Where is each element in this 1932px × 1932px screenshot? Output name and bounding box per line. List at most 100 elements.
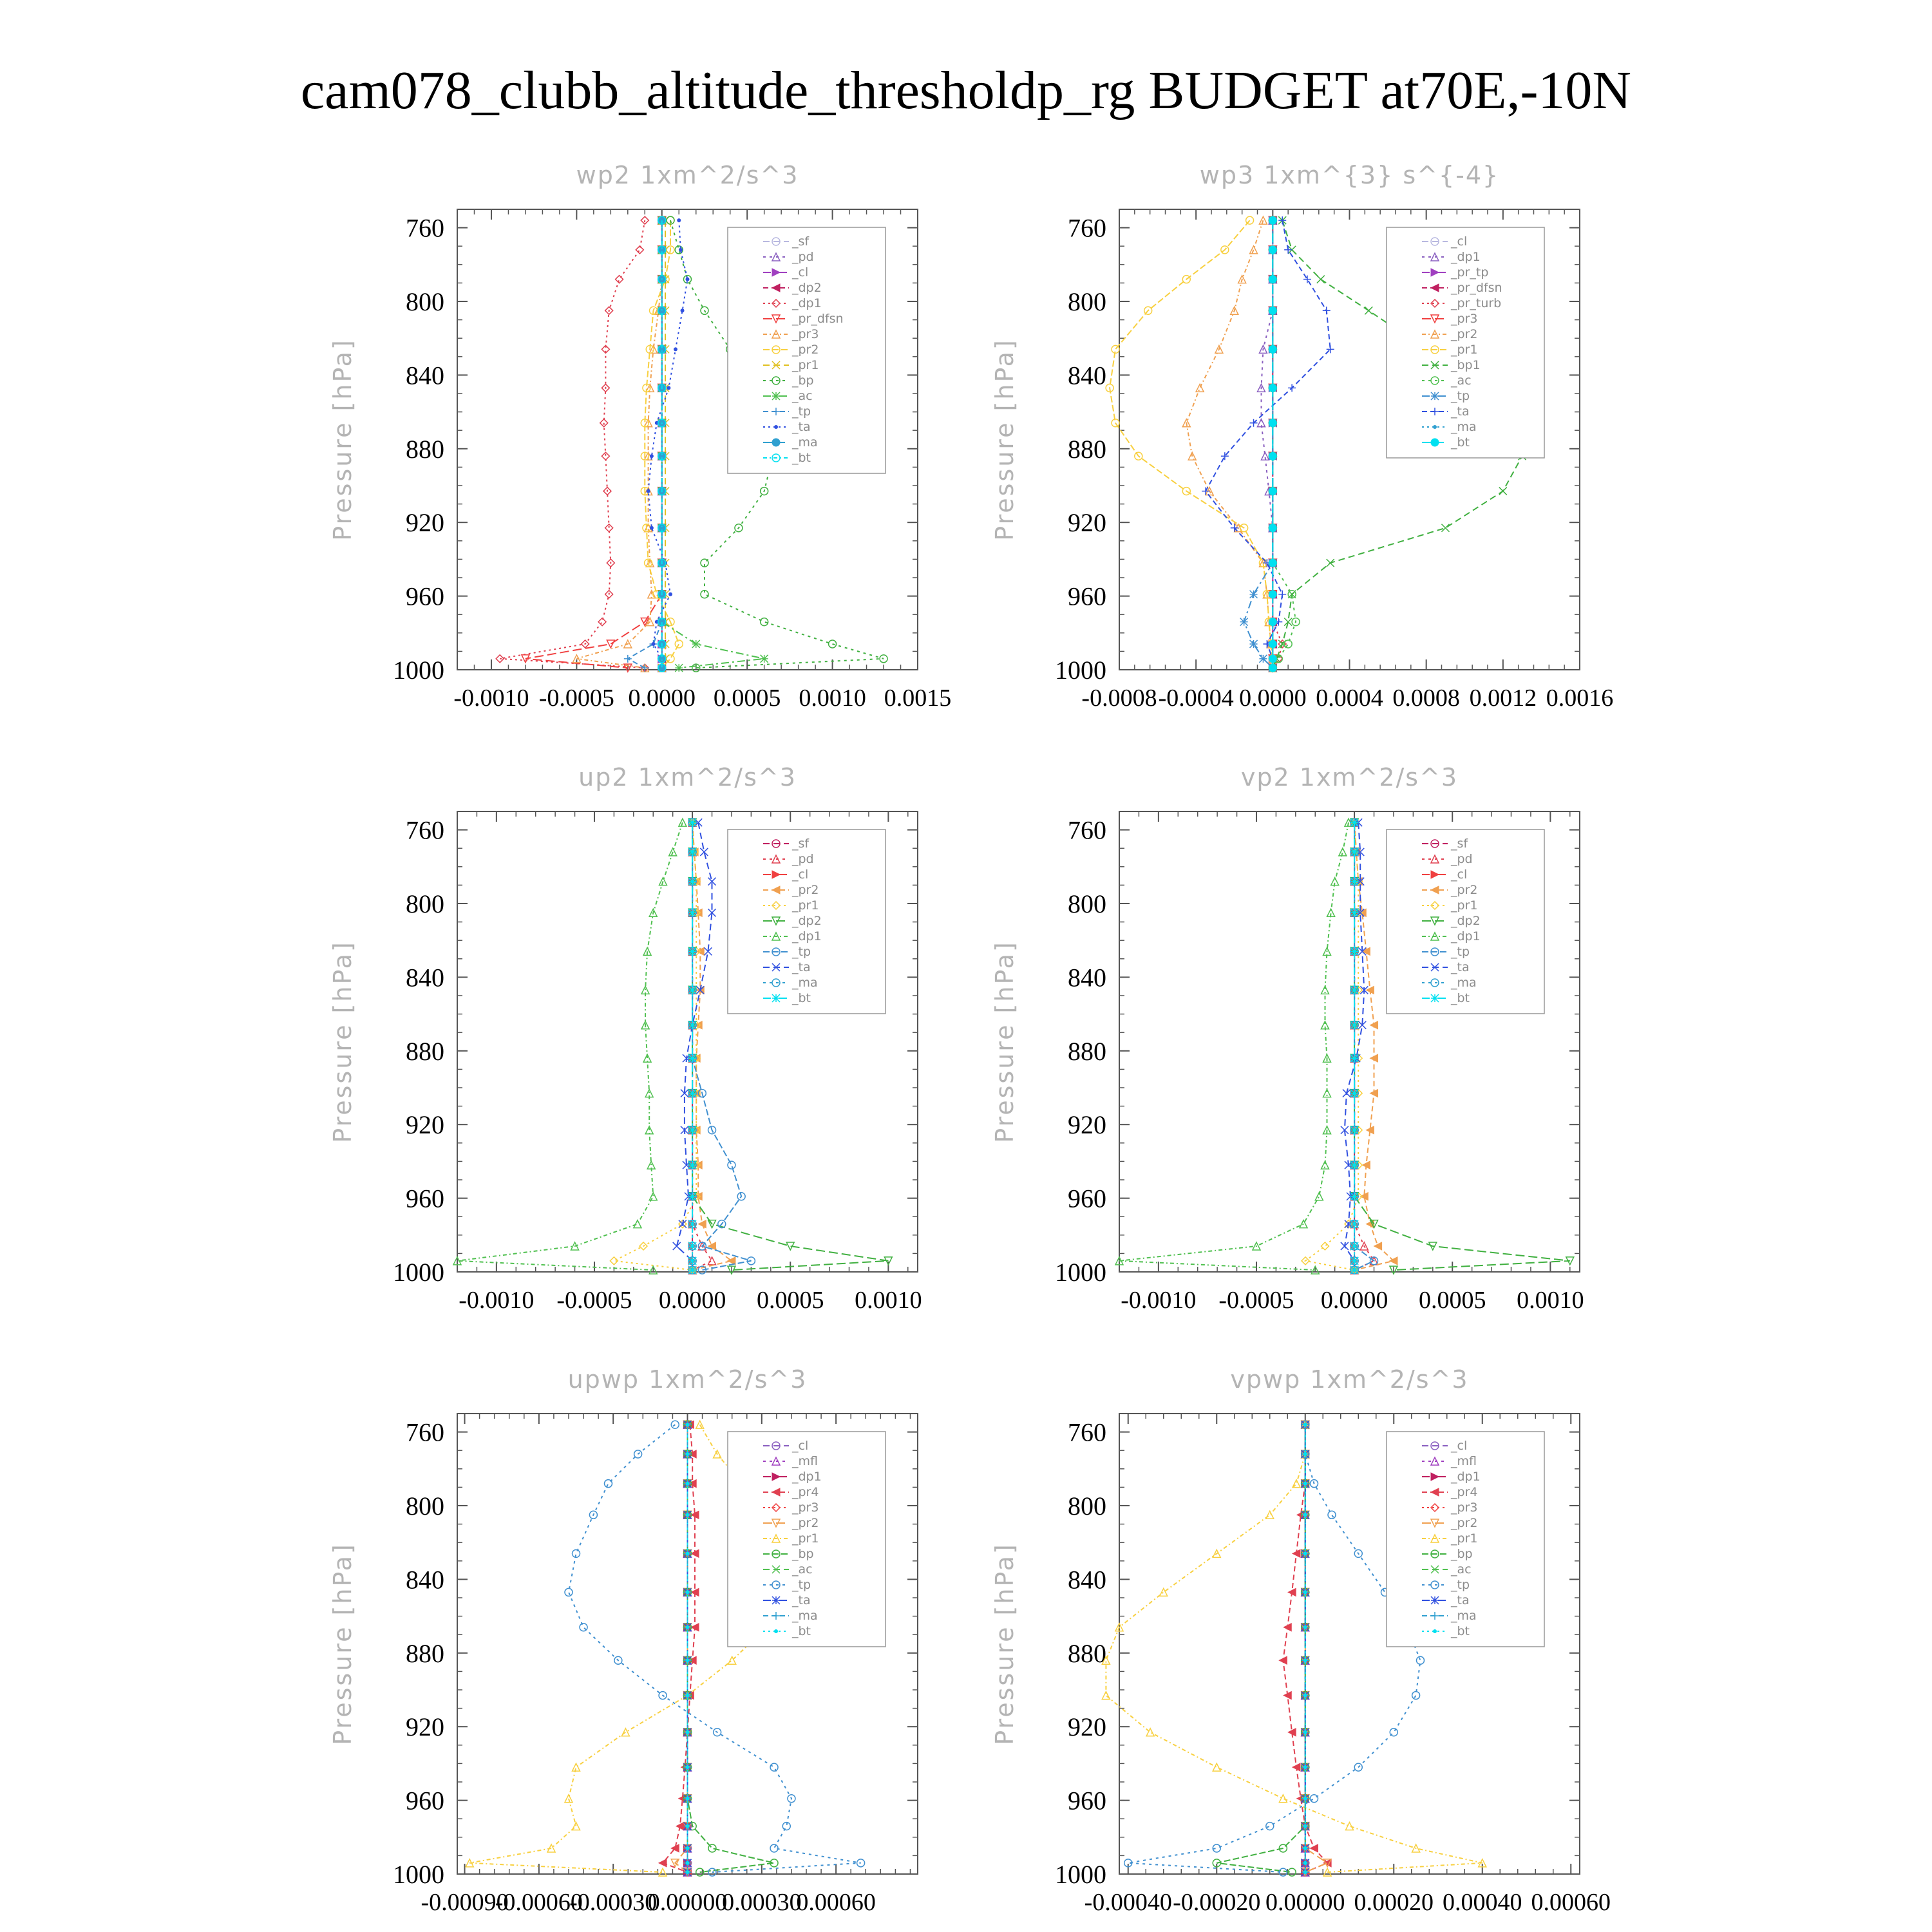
data-point — [649, 907, 658, 918]
data-point — [688, 848, 697, 857]
data-point — [571, 1821, 581, 1831]
x-tick-label: 0.0005 — [1419, 1287, 1486, 1314]
legend-label: _pr2 — [791, 1516, 819, 1530]
data-point — [1303, 1846, 1307, 1850]
series-pr2 — [1349, 818, 1398, 1274]
series-tp — [1124, 1420, 1425, 1877]
legend-marker — [1430, 376, 1439, 385]
series-line — [1105, 1425, 1483, 1873]
legend-marker — [771, 1533, 781, 1543]
legend-marker — [772, 361, 781, 370]
chart-panel-wp2: wp2 1xm^2/s^3 Pressure [hPa] 760 800 840 880 9… — [328, 161, 951, 712]
series-line — [457, 822, 683, 1271]
data-point — [685, 1730, 690, 1734]
data-point — [1249, 590, 1258, 599]
data-point — [1230, 524, 1238, 532]
x-tick-label: 0.00040 — [1443, 1889, 1522, 1916]
data-point — [1303, 1693, 1307, 1698]
data-point — [1265, 1510, 1274, 1520]
legend-marker — [771, 1519, 781, 1528]
data-point — [688, 1479, 697, 1488]
y-tick-label: 1000 — [1055, 656, 1106, 685]
data-point — [1416, 1656, 1425, 1665]
data-point — [658, 876, 668, 886]
data-point — [614, 274, 624, 284]
data-point — [1268, 524, 1277, 533]
legend-label: _ta — [791, 960, 811, 974]
x-tick-label: 0.0005 — [714, 685, 781, 712]
data-point — [452, 1256, 462, 1265]
data-point — [695, 1419, 705, 1429]
data-point — [1314, 1191, 1324, 1201]
data-point — [1268, 618, 1277, 627]
data-point — [658, 245, 667, 254]
legend-marker — [772, 870, 781, 879]
legend-label: _tp — [791, 945, 811, 959]
data-point — [658, 486, 667, 496]
legend-marker — [772, 438, 781, 447]
legend-label: _ta — [1450, 404, 1470, 419]
legend-box — [727, 227, 886, 474]
data-point — [1278, 590, 1287, 598]
data-point — [782, 1821, 791, 1831]
data-point — [643, 558, 653, 567]
legend-label: _ma — [791, 1609, 818, 1623]
x-tick-label: -0.0005 — [1218, 1287, 1294, 1314]
series-line — [500, 220, 646, 669]
x-tick-label: 0.00000 — [1265, 1889, 1345, 1916]
data-point — [746, 1256, 756, 1265]
data-point — [828, 639, 837, 649]
data-point — [1369, 1088, 1379, 1098]
data-point — [685, 1625, 690, 1629]
legend-label: _cl — [791, 265, 808, 279]
data-point — [640, 985, 650, 995]
series-line — [1354, 822, 1376, 1271]
data-point — [1251, 1241, 1262, 1251]
legend-label: _ta — [791, 420, 811, 434]
data-point — [685, 1590, 690, 1595]
legend-label: _bp — [791, 374, 814, 388]
data-point — [1195, 383, 1205, 393]
legend-label: _tp — [1450, 389, 1470, 403]
legend-marker — [1430, 298, 1440, 308]
legend-label: _pr1 — [791, 1531, 819, 1546]
data-point — [571, 1762, 581, 1772]
data-point — [1283, 618, 1293, 627]
legend-label: _pd — [791, 250, 814, 264]
legend-marker — [1430, 438, 1439, 447]
series-line — [1186, 220, 1274, 668]
data-point — [601, 383, 611, 393]
data-point — [1303, 1481, 1307, 1486]
data-point — [688, 1192, 697, 1201]
data-point — [1303, 1590, 1307, 1595]
data-point — [685, 1481, 690, 1486]
data-point — [1365, 985, 1374, 995]
data-point — [1565, 1256, 1575, 1266]
y-tick-label: 880 — [1068, 435, 1106, 464]
data-point — [1212, 1548, 1222, 1558]
data-point — [1303, 1870, 1307, 1875]
data-point — [1340, 1126, 1349, 1135]
data-point — [1212, 1859, 1221, 1868]
plot-frame — [457, 209, 918, 670]
data-point — [1303, 1513, 1307, 1517]
data-point — [1111, 345, 1120, 354]
series-pr1 — [1101, 1419, 1487, 1877]
legend-label: _cl — [791, 1439, 808, 1453]
legend-label: _pr4 — [1450, 1485, 1477, 1499]
data-point — [1354, 1549, 1363, 1558]
series-bt — [685, 1423, 690, 1875]
data-point — [1256, 418, 1266, 428]
data-point — [1322, 1859, 1332, 1868]
y-tick-label: 760 — [406, 214, 444, 243]
y-tick-label: 800 — [1068, 287, 1106, 316]
legend-marker — [772, 963, 781, 972]
y-tick-label: 1000 — [1055, 1860, 1106, 1889]
legend-marker — [1430, 1596, 1439, 1605]
y-tick-label: 840 — [1068, 1565, 1106, 1594]
x-tick-label: -0.00040 — [1084, 1889, 1172, 1916]
legend-marker — [1430, 314, 1440, 324]
data-point — [638, 1241, 649, 1251]
data-point — [1350, 947, 1359, 956]
legend-marker — [772, 1565, 781, 1574]
